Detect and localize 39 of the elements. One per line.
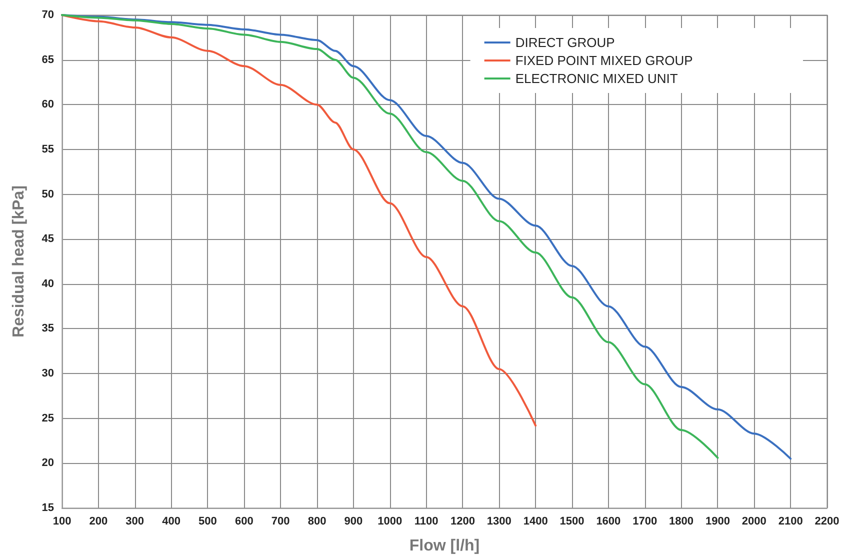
x-tick-label: 1800 (669, 516, 694, 528)
x-tick-label: 1100 (414, 516, 438, 528)
legend-label: DIRECT GROUP (515, 35, 615, 50)
x-tick-label: 1400 (523, 516, 548, 528)
y-axis-title: Residual head [kPa] (10, 185, 28, 338)
y-tick-label: 45 (42, 233, 54, 246)
x-tick-label: 900 (344, 516, 363, 528)
x-tick-label: 200 (89, 516, 108, 528)
y-tick-label: 70 (42, 9, 54, 21)
y-tick-label: 60 (42, 98, 54, 111)
x-tick-label: 500 (198, 516, 217, 528)
x-tick-label: 2100 (778, 516, 803, 528)
x-tick-label: 1600 (596, 516, 621, 528)
x-tick-label: 300 (126, 516, 144, 528)
legend-label: ELECTRONIC MIXED UNIT (515, 71, 678, 86)
x-tick-label: 700 (271, 516, 290, 528)
x-tick-label: 2000 (742, 516, 766, 528)
y-tick-label: 25 (42, 412, 54, 424)
y-tick-label: 50 (42, 188, 54, 200)
x-tick-label: 1300 (486, 516, 512, 528)
x-tick-label: 1200 (450, 516, 475, 528)
y-tick-label: 20 (42, 457, 54, 470)
y-tick-label: 40 (42, 278, 54, 290)
legend-label: FIXED POINT MIXED GROUP (515, 53, 693, 68)
x-axis-title: Flow [l/h] (409, 538, 480, 554)
y-tick-label: 55 (42, 143, 54, 156)
x-tick-label: 2200 (814, 516, 840, 528)
x-tick-label: 800 (308, 516, 326, 528)
x-tick-label: 600 (234, 516, 254, 528)
x-tick-label: 100 (52, 516, 72, 528)
y-tick-label: 65 (42, 54, 54, 66)
y-tick-label: 35 (42, 322, 54, 335)
x-tick-label: 1700 (632, 516, 658, 528)
x-tick-label: 1000 (378, 516, 402, 528)
x-tick-label: 400 (162, 516, 180, 528)
x-tick-label: 1500 (560, 516, 584, 528)
x-tick-label: 1900 (705, 516, 730, 528)
y-tick-label: 30 (42, 368, 54, 380)
y-tick-label: 15 (42, 502, 54, 514)
